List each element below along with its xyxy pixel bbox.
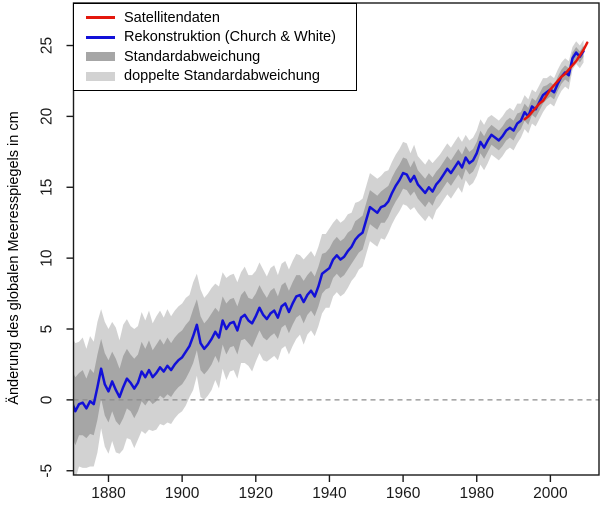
legend-item-satellite: Satellitendaten (86, 10, 352, 26)
legend-swatch-double-std-dev-band (86, 71, 115, 81)
legend-label: Satellitendaten (124, 9, 220, 26)
x-tick-label: 1880 (91, 485, 126, 502)
chart-legend: Satellitendaten Rekonstruktion (Church &… (73, 3, 357, 91)
satellite-line (523, 41, 589, 121)
x-tick-label: 1940 (312, 485, 347, 502)
legend-label: Rekonstruktion (Church & White) (124, 29, 336, 46)
y-tick-label: -5 (39, 464, 56, 478)
x-tick-label: 1920 (239, 485, 274, 502)
reconstruction-line (73, 49, 585, 413)
x-tick-label: 1980 (459, 485, 494, 502)
y-tick-label: 25 (39, 37, 56, 54)
legend-item-double-std-dev: doppelte Standardabweichung (86, 68, 352, 84)
y-tick-label: 5 (39, 325, 56, 334)
y-tick-label: 0 (39, 395, 56, 404)
legend-label: Standardabweichung (124, 48, 261, 65)
legend-swatch-std-dev-band (86, 52, 115, 62)
y-tick-label: 10 (39, 249, 56, 267)
legend-swatch-reconstruction-line (86, 35, 115, 39)
y-axis-title: Änderung des globalen Meeresspiegels in … (6, 111, 22, 405)
x-tick-label: 1960 (386, 485, 421, 502)
x-tick-label: 2000 (533, 485, 568, 502)
legend-item-reconstruction: Rekonstruktion (Church & White) (86, 29, 352, 45)
legend-label: doppelte Standardabweichung (124, 68, 320, 85)
legend-item-std-dev: Standardabweichung (86, 49, 352, 65)
x-tick-label: 1900 (165, 485, 200, 502)
y-tick-label: 15 (39, 179, 56, 196)
y-tick-label: 20 (39, 107, 56, 125)
legend-swatch-satellite-line (86, 16, 115, 20)
